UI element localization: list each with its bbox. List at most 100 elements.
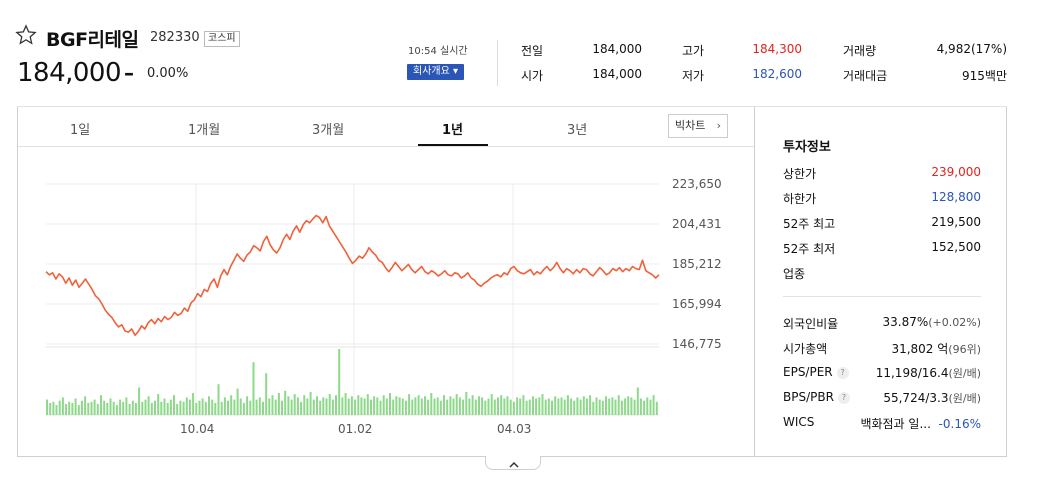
prev-close-label: 전일 bbox=[521, 44, 544, 58]
volume-bar bbox=[462, 399, 465, 415]
help-icon[interactable]: ? bbox=[837, 392, 850, 404]
volume-bar bbox=[417, 395, 420, 415]
volume-bar bbox=[446, 399, 449, 415]
x-tick-label: 10.04 bbox=[180, 422, 214, 436]
volume-bar bbox=[566, 395, 569, 415]
volume-bar bbox=[449, 396, 452, 415]
volume-bar bbox=[430, 393, 433, 415]
wics-value[interactable]: 백화점과 일... bbox=[860, 417, 931, 431]
high-value: 184,300 bbox=[752, 42, 802, 56]
volume-bar bbox=[300, 401, 303, 415]
volume-bar bbox=[366, 394, 369, 415]
volume-bar bbox=[376, 397, 379, 415]
volume-bar bbox=[284, 390, 287, 415]
volume-bar bbox=[65, 404, 68, 415]
volume-bar bbox=[134, 402, 137, 415]
eps-per-label: EPS/PER bbox=[783, 365, 833, 379]
y-tick-label: 165,994 bbox=[672, 297, 722, 311]
low-52w-row: 52주 최저 152,500 bbox=[783, 240, 981, 256]
volume-bar bbox=[509, 399, 512, 415]
volume-bar bbox=[589, 395, 592, 415]
volume-bar bbox=[579, 399, 582, 415]
volume-bar bbox=[411, 399, 414, 415]
bps-pbr-value: 55,724/3.3 bbox=[883, 391, 949, 405]
volume-bar bbox=[655, 401, 658, 415]
volume-bar bbox=[160, 401, 163, 415]
favorite-star-icon[interactable] bbox=[15, 24, 37, 46]
volume-bar bbox=[465, 391, 468, 415]
volume-bar bbox=[551, 400, 553, 415]
tab-3m[interactable]: 3개월 bbox=[312, 123, 345, 138]
tab-1y[interactable]: 1년 bbox=[442, 123, 464, 138]
volume-bar bbox=[436, 397, 439, 415]
volume-bar bbox=[525, 400, 528, 415]
volume-bar bbox=[208, 396, 210, 415]
volume-bar bbox=[217, 384, 220, 415]
tab-1m[interactable]: 1개월 bbox=[188, 123, 221, 138]
x-tick-label: 04.03 bbox=[497, 422, 531, 436]
info-divider bbox=[783, 296, 981, 297]
info-title: 투자정보 bbox=[783, 140, 831, 155]
volume-bar bbox=[341, 397, 344, 415]
volume-bar bbox=[357, 395, 360, 415]
volume-bar bbox=[179, 400, 182, 415]
lower-limit-label: 하한가 bbox=[783, 192, 817, 206]
eps-per-value: 11,198/16.4 bbox=[875, 366, 949, 380]
volume-bar bbox=[522, 395, 525, 415]
volume-bar bbox=[312, 399, 315, 415]
foreign-ratio-change: (+0.02%) bbox=[928, 316, 981, 329]
volume-bar bbox=[443, 395, 445, 415]
volume-bar bbox=[532, 396, 534, 415]
foreign-ratio-label: 외국인비율 bbox=[783, 317, 839, 331]
volume-bar bbox=[636, 387, 639, 415]
volume-bar bbox=[395, 396, 398, 415]
volume-bar bbox=[287, 396, 290, 415]
big-chart-button[interactable]: 빅차트 › bbox=[668, 114, 728, 138]
volume-bar bbox=[268, 398, 271, 415]
help-icon[interactable]: ? bbox=[836, 367, 849, 379]
volume-bar bbox=[182, 401, 185, 415]
foreign-ratio-value: 33.87% bbox=[882, 315, 929, 329]
high-52w-value: 219,500 bbox=[931, 215, 981, 229]
volume-bar bbox=[84, 396, 87, 415]
volume-bar bbox=[96, 404, 99, 415]
volume-bar bbox=[605, 396, 607, 415]
volume-bar bbox=[258, 397, 261, 415]
upper-limit-row: 상한가 239,000 bbox=[783, 165, 981, 181]
eps-per-unit: (원/배) bbox=[948, 367, 981, 380]
volume-bar bbox=[404, 400, 407, 415]
volume-bar bbox=[90, 401, 93, 415]
volume-bar bbox=[281, 400, 283, 415]
low-52w-label: 52주 최저 bbox=[783, 242, 836, 256]
volume-bar bbox=[585, 398, 588, 415]
volume-bar bbox=[227, 400, 229, 415]
tab-1d[interactable]: 1일 bbox=[70, 123, 91, 138]
collapse-toggle[interactable] bbox=[485, 456, 541, 470]
volume-bar bbox=[204, 401, 207, 415]
market-cap-label: 시가총액 bbox=[783, 342, 828, 356]
volume-bar bbox=[563, 399, 566, 415]
volume-bar bbox=[195, 402, 198, 415]
volume-bar bbox=[185, 397, 188, 415]
price-chart[interactable]: 223,650 204,431 185,212 165,994 146,775 10.04… bbox=[18, 147, 754, 447]
volume-bar bbox=[503, 398, 506, 415]
volume-bar bbox=[347, 398, 350, 415]
volume-bar bbox=[115, 405, 118, 415]
volume-bar bbox=[573, 400, 576, 415]
open-label: 시가 bbox=[521, 69, 544, 83]
y-tick-label: 204,431 bbox=[672, 217, 722, 231]
volume-bar bbox=[538, 397, 541, 415]
company-overview-button[interactable]: 회사개요 ▾ bbox=[407, 64, 464, 80]
volume-label: 거래량 bbox=[843, 44, 877, 58]
big-chart-label: 빅차트 bbox=[675, 119, 706, 132]
volume-bar bbox=[223, 397, 226, 415]
volume-bar bbox=[125, 397, 128, 415]
volume-bar bbox=[176, 404, 179, 415]
volume-bar bbox=[382, 395, 385, 415]
volume-bar bbox=[154, 400, 156, 415]
volume-bar bbox=[309, 391, 312, 415]
volume-bar bbox=[487, 398, 490, 415]
tab-3y[interactable]: 3년 bbox=[567, 123, 588, 138]
volume-bar bbox=[71, 402, 74, 415]
volume-bar bbox=[595, 397, 598, 415]
